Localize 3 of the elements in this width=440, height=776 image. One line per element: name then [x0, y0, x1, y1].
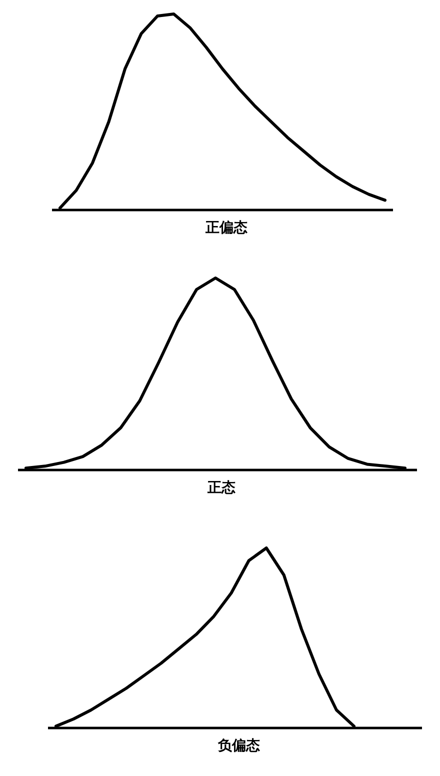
- x-axis-title: 正态: [206, 480, 236, 496]
- x-axis-title: 负偏态: [217, 738, 260, 754]
- x-axis-title: 正偏态: [204, 220, 248, 236]
